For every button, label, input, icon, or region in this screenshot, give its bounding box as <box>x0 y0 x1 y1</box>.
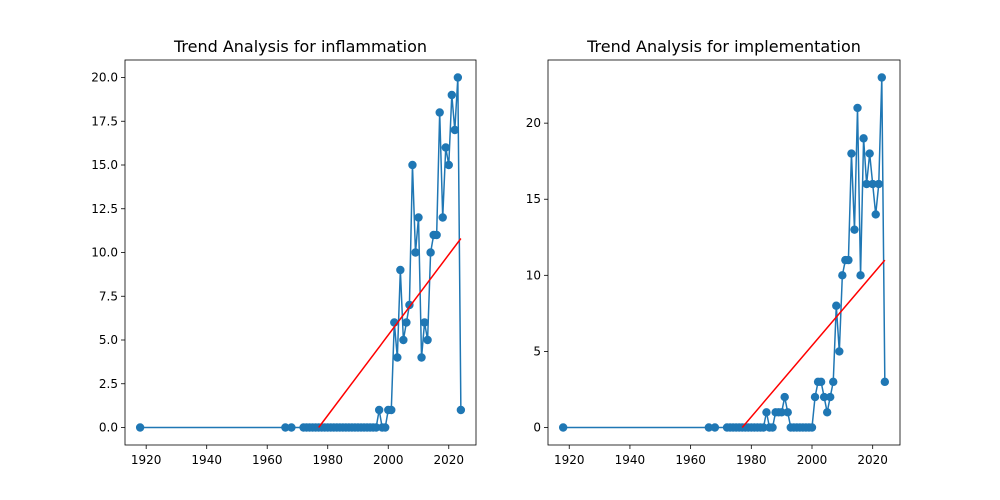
data-point <box>453 73 463 82</box>
data-point <box>780 392 789 402</box>
x-tick-label: 1960 <box>252 453 283 467</box>
y-tick-label: 2.5 <box>99 377 118 391</box>
y-tick-label: 17.5 <box>91 114 118 128</box>
data-point <box>838 271 847 280</box>
y-tick-label: 20 <box>526 116 541 130</box>
data-point <box>420 318 429 327</box>
data-point <box>441 143 450 152</box>
data-point <box>844 255 853 265</box>
data-point <box>558 423 568 432</box>
series-line <box>563 77 886 429</box>
chart-panel-inflammation: Trend Analysis for inflammation 1920 1940… <box>91 37 477 467</box>
y-tick-label: 10.0 <box>91 246 118 260</box>
data-point <box>387 405 396 415</box>
x-tick-label: 1960 <box>675 453 706 467</box>
data-point <box>810 392 820 402</box>
chart-panel-implementation: Trend Analysis for implementation 1920 19… <box>526 37 901 467</box>
x-tick-label: 2000 <box>797 453 828 467</box>
x-tick-label: 1980 <box>736 453 767 467</box>
y-tick-label: 7.5 <box>99 289 118 303</box>
data-point <box>399 335 408 345</box>
data-point <box>768 423 777 432</box>
data-point <box>447 90 456 100</box>
data-point <box>381 423 390 432</box>
data-point <box>426 248 435 257</box>
data-point <box>847 149 856 158</box>
x-tick-label: 2000 <box>373 453 404 467</box>
data-point <box>832 301 841 310</box>
data-point <box>371 423 381 432</box>
chart-title: Trend Analysis for inflammation <box>173 37 427 56</box>
x-tick-label: 1940 <box>191 453 222 467</box>
data-point <box>408 160 417 170</box>
x-tick-label: 1920 <box>554 453 585 467</box>
data-point <box>423 335 432 345</box>
y-tick-label: 12.5 <box>91 202 118 216</box>
data-point <box>450 125 460 135</box>
data-point <box>759 423 768 432</box>
data-point <box>281 423 290 432</box>
data-point <box>435 108 444 117</box>
x-tick-label: 1980 <box>312 453 343 467</box>
data-point <box>287 423 296 432</box>
data-point <box>783 408 792 417</box>
data-point <box>859 134 868 143</box>
trend-line <box>741 259 886 428</box>
data-point <box>850 225 859 234</box>
data-point <box>819 392 829 402</box>
data-point <box>374 405 384 415</box>
data-point <box>868 179 877 189</box>
data-point <box>835 347 844 356</box>
y-tick-label: 5.0 <box>99 333 118 347</box>
x-tick-label: 1920 <box>131 453 162 467</box>
data-point <box>862 179 871 189</box>
data-point <box>710 423 720 432</box>
data-point <box>432 230 441 240</box>
data-point <box>865 149 874 158</box>
y-tick-label: 0 <box>533 421 541 435</box>
plot-frame <box>547 59 901 446</box>
data-point <box>853 103 862 113</box>
data-point <box>874 179 883 189</box>
data-point <box>414 213 423 222</box>
chart-title: Trend Analysis for implementation <box>586 37 861 56</box>
data-point <box>826 392 835 402</box>
y-tick-label: 0.0 <box>99 421 118 435</box>
data-point <box>396 265 405 275</box>
y-tick-label: 20.0 <box>91 71 118 85</box>
data-point <box>402 318 411 327</box>
y-tick-label: 15 <box>526 192 541 206</box>
data-point <box>704 423 714 432</box>
plot-frame <box>124 59 477 446</box>
trend-line <box>318 238 462 428</box>
data-point <box>877 73 886 82</box>
data-point <box>829 377 838 387</box>
data-point <box>456 405 466 415</box>
data-point <box>444 160 453 170</box>
y-tick-label: 5 <box>533 344 541 358</box>
data-point <box>417 353 426 362</box>
y-tick-label: 10 <box>526 268 541 282</box>
y-tick-label: 15.0 <box>91 158 118 172</box>
data-point <box>762 408 771 417</box>
data-point <box>135 423 145 432</box>
data-point <box>777 408 786 417</box>
x-tick-label: 2020 <box>433 453 464 467</box>
data-point <box>393 353 402 362</box>
x-tick-label: 2020 <box>857 453 888 467</box>
data-point <box>411 248 420 257</box>
data-point <box>871 210 880 219</box>
data-point <box>816 377 826 387</box>
data-point <box>807 423 817 432</box>
data-point <box>438 213 447 222</box>
data-point <box>822 408 832 417</box>
data-point <box>856 271 865 280</box>
x-tick-label: 1940 <box>615 453 646 467</box>
data-point <box>880 377 890 387</box>
